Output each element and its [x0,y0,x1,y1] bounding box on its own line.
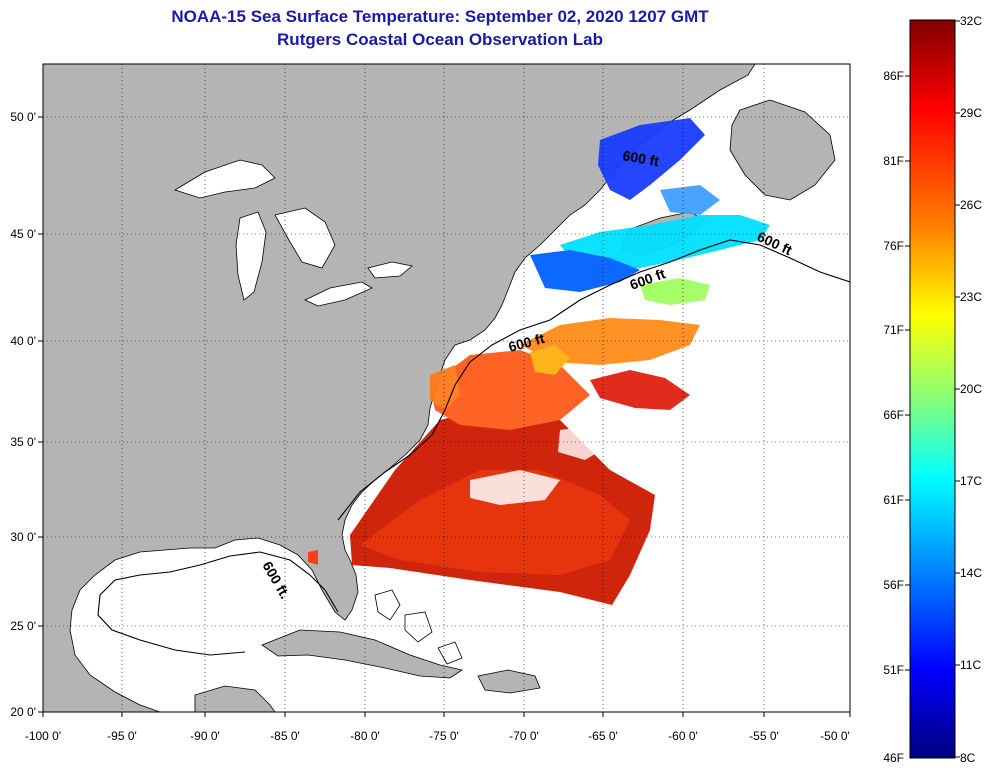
land-cuba [261,629,463,679]
colorbar-fahrenheit-label: 61F [883,493,904,507]
lon-tick-label: -90 0' [190,729,220,743]
colorbar-celsius-label: 14C [960,566,982,580]
colorbar-fahrenheit-label: 71F [883,323,904,337]
lon-tick-label: -55 0' [749,729,779,743]
land-yucatan [194,685,276,712]
lake-erie [304,281,373,307]
lat-tick-label: 50 0' [10,110,36,124]
lake-huron [274,207,336,269]
map-title: NOAA-15 Sea Surface Temperature: Septemb… [171,7,709,26]
colorbar-celsius-label: 29C [960,106,982,120]
colorbar-celsius-label: 20C [960,382,982,396]
lake-ontario [367,261,413,279]
lat-tick-label: 30 0' [10,530,36,544]
lon-tick-label: -100 0' [25,729,61,743]
colorbar-celsius-label: 17C [960,474,982,488]
lat-tick-label: 35 0' [10,435,36,449]
lon-tick-label: -50 0' [820,729,850,743]
lat-tick-label: 40 0' [10,334,36,348]
land-hispaniola [477,669,541,694]
lat-axis-labels: 50 0' 45 0' 40 0' 35 0' 30 0' 25 0' 20 0… [10,110,36,719]
land-bahamas [374,589,463,665]
lon-tick-label: -70 0' [509,729,539,743]
lon-axis-labels: -100 0' -95 0' -90 0' -85 0' -80 0' -75 … [25,729,850,743]
colorbar-ticks [905,20,960,758]
lon-tick-label: -65 0' [588,729,618,743]
axis-ticks [38,116,851,717]
colorbar-celsius-label: 23C [960,290,982,304]
colorbar-celsius-label: 8C [960,751,976,765]
colorbar-fahrenheit-label: 86F [883,69,904,83]
colorbar-celsius-label: 32C [960,14,982,28]
isobath-label-st-lawrence: 600 ft [621,147,660,169]
colorbar-fahrenheit-label: 66F [883,408,904,422]
lat-tick-label: 45 0' [10,227,36,241]
colorbar-fahrenheit-label: 76F [883,239,904,253]
colorbar-fahrenheit-label: 81F [883,154,904,168]
lon-tick-label: -80 0' [350,729,380,743]
colorbar-fahrenheit-labels: 86F 81F 76F 71F 66F 61F 56F 51F 46F [883,69,904,765]
lat-tick-label: 25 0' [10,619,36,633]
lake-superior [174,159,276,199]
map-frame [42,63,851,713]
graticule [43,64,850,712]
land-north-america [43,64,756,712]
lon-tick-label: -95 0' [107,729,137,743]
colorbar-celsius-label: 11C [960,658,981,672]
lon-tick-label: -85 0' [270,729,300,743]
lon-tick-label: -75 0' [429,729,459,743]
isobath-600ft-gulf [97,551,339,656]
colorbar-celsius-labels: 32C 29C 26C 23C 20C 17C 14C 11C 8C [960,14,982,765]
colorbar [909,19,956,759]
lat-tick-label: 20 0' [10,705,36,719]
sst-swath [308,118,770,605]
colorbar-fahrenheit-label: 56F [883,578,904,592]
colorbar-celsius-label: 26C [960,198,982,212]
lon-tick-label: -60 0' [668,729,698,743]
colorbar-fahrenheit-label: 51F [883,663,904,677]
map-subtitle: Rutgers Coastal Ocean Observation Lab [277,30,603,49]
land-newfoundland [729,99,836,201]
colorbar-fahrenheit-label: 46F [883,751,904,765]
isobath-600ft-east [337,239,850,521]
